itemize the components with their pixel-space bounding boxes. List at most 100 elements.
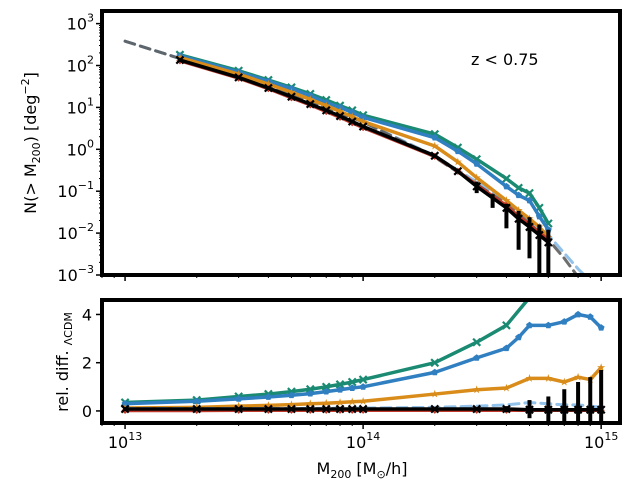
data-point-blue — [473, 354, 481, 361]
xlabel-main: M — [317, 459, 331, 478]
top-ytick-base: 10 — [57, 182, 77, 201]
series-black — [175, 55, 553, 275]
bottom-ytick-label: 2 — [82, 354, 92, 373]
data-point-black — [264, 83, 273, 93]
data-point-black — [534, 230, 544, 240]
data-point-orange — [264, 401, 273, 409]
data-point-blue — [288, 391, 295, 399]
series-line-black — [178, 58, 551, 245]
data-point-blue — [348, 108, 356, 116]
xtick-exp: 15 — [604, 430, 618, 443]
data-point-blue — [359, 383, 367, 390]
data-point-orange — [472, 385, 481, 394]
top-ytick-exp: 0 — [87, 137, 94, 150]
data-point-orange — [234, 401, 243, 410]
data-point-teal — [335, 380, 345, 389]
data-point-black — [502, 203, 511, 213]
top-ytick-base: 10 — [67, 98, 87, 117]
data-point-orange — [175, 53, 185, 62]
data-point-blue — [336, 386, 344, 393]
top-ytick-label: 100 — [67, 137, 94, 159]
data-point-black — [472, 182, 482, 191]
data-point-orange — [287, 87, 296, 96]
xtick-base: 10 — [346, 433, 366, 452]
data-point-orange — [472, 173, 481, 182]
data-point-teal — [347, 377, 357, 387]
top-ytick-exp: 3 — [87, 12, 94, 25]
series-line-teal — [123, 300, 530, 405]
data-point-black — [525, 222, 534, 232]
data-point-blue — [235, 395, 243, 402]
top-ytick-base: 10 — [67, 140, 87, 159]
top-ylabel-sub: 200 — [30, 142, 43, 163]
data-point-blue — [322, 388, 330, 395]
data-point-orange — [514, 205, 523, 214]
data-point-black — [514, 214, 523, 224]
data-point-black — [430, 404, 440, 414]
top-ylabel-unit: ) [deg — [21, 95, 40, 143]
data-point-orange — [560, 377, 569, 386]
data-point-blue — [586, 313, 594, 320]
data-point-blue — [306, 389, 314, 397]
data-point-black — [502, 404, 511, 414]
data-point-orange — [597, 363, 606, 372]
top-ytick-exp: −1 — [78, 179, 94, 192]
data-point-black — [305, 404, 315, 414]
data-point-orange — [335, 107, 345, 115]
data-point-orange — [430, 141, 439, 150]
data-point-orange — [335, 398, 345, 406]
data-point-blue — [526, 196, 533, 204]
data-point-orange — [322, 398, 331, 407]
xtick-label: 1013 — [108, 430, 142, 452]
top-ytick-exp: 2 — [87, 54, 94, 67]
data-point-black — [596, 405, 606, 415]
xtick-exp: 14 — [366, 430, 380, 443]
data-point-blue — [503, 344, 510, 352]
data-point-orange — [502, 383, 511, 392]
xlabel-close: /h] — [386, 459, 408, 478]
data-point-black — [347, 404, 357, 414]
data-point-black — [543, 238, 553, 247]
data-point-teal — [358, 375, 368, 384]
data-point-teal — [502, 174, 511, 183]
top-ytick-base: 10 — [57, 266, 77, 285]
bottom-ylabel-sub: ΛCDM — [62, 312, 75, 345]
annotation-redshift: z < 0.75 — [471, 50, 539, 69]
xtick-label: 1015 — [584, 430, 618, 452]
data-point-black — [453, 166, 463, 176]
xtick-exp: 13 — [128, 430, 142, 443]
top-ytick-label: 103 — [67, 12, 94, 34]
data-point-black — [358, 404, 368, 414]
series-teal — [120, 300, 534, 407]
top-ylabel: N(> M200) [deg−2] — [19, 72, 43, 214]
data-point-blue — [193, 397, 201, 405]
data-point-black — [192, 404, 202, 414]
data-point-black — [305, 99, 315, 109]
top-axes-frame — [100, 9, 622, 277]
bottom-ytick-label: 4 — [82, 305, 92, 324]
data-point-black — [175, 55, 185, 65]
data-point-black — [472, 404, 482, 414]
data-point-blue — [515, 191, 523, 199]
data-point-black — [335, 404, 345, 414]
series-blue — [121, 310, 605, 407]
series-line-red — [178, 58, 551, 242]
top-ytick-base: 10 — [67, 15, 87, 34]
top-ylabel-close: ] — [21, 72, 40, 78]
bottom-axes-frame — [100, 298, 622, 425]
data-point-blue — [515, 333, 523, 341]
top-ytick-base: 10 — [57, 224, 77, 243]
data-point-blue — [264, 393, 272, 400]
data-point-black — [335, 111, 345, 121]
data-point-orange — [359, 396, 368, 405]
data-point-black — [573, 405, 583, 415]
data-point-orange — [287, 400, 296, 409]
data-point-orange — [348, 112, 357, 121]
data-point-blue — [431, 134, 439, 141]
top-ytick-exp: 1 — [87, 95, 94, 108]
data-point-black — [358, 122, 368, 131]
data-point-orange — [234, 69, 243, 78]
